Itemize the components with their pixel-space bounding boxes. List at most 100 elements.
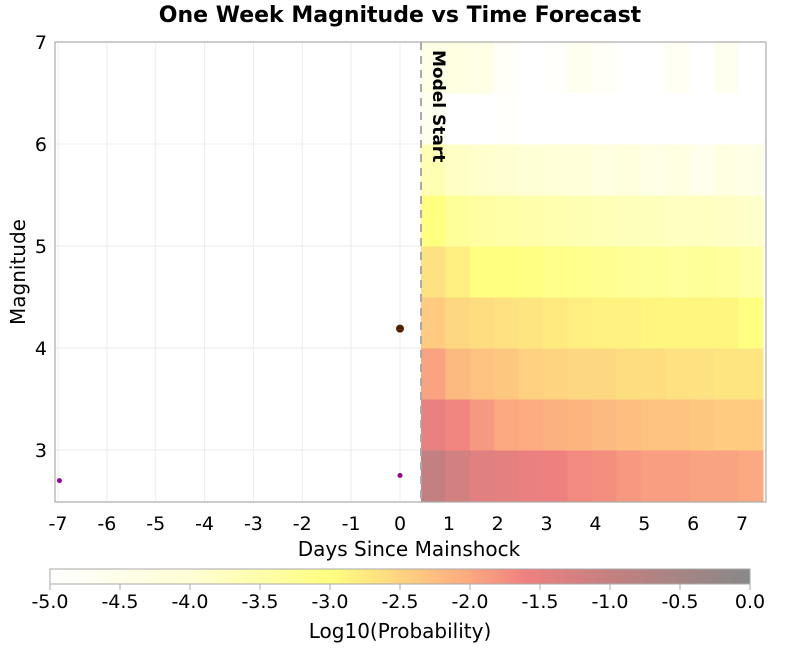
heatmap-cell (469, 348, 495, 400)
x-tick-label: 5 (638, 513, 650, 535)
heatmap-cell (445, 348, 471, 400)
heatmap-cell (665, 399, 691, 451)
event-point (56, 478, 62, 484)
heatmap-cell (469, 246, 495, 298)
heatmap-cell (616, 450, 642, 502)
heatmap-cell (616, 297, 642, 349)
heatmap-cell (640, 93, 666, 145)
heatmap-cell (714, 144, 740, 196)
heatmap-cell (738, 246, 764, 298)
x-axis-label: Days Since Mainshock (298, 537, 521, 561)
heatmap-cell (592, 42, 617, 94)
heatmap-cell (738, 42, 764, 94)
heatmap-cell (738, 195, 764, 247)
heatmap-cell (445, 42, 471, 94)
heatmap-cell (592, 195, 617, 247)
heatmap-cell (616, 42, 642, 94)
heatmap-cell (738, 348, 764, 400)
heatmap-cell (494, 348, 520, 400)
x-tick-label: 1 (443, 513, 455, 535)
heatmap-cell (665, 246, 691, 298)
heatmap-cell (640, 246, 666, 298)
model-start-label: Model Start (428, 50, 448, 162)
heatmap-cell (421, 399, 446, 451)
heatmap-cell (714, 42, 740, 94)
heatmap-cell (689, 297, 715, 349)
x-tick-label: -1 (342, 513, 361, 535)
colorbar-tick-label: -1.0 (591, 591, 628, 613)
heatmap-cell (738, 450, 764, 502)
heatmap-cell (665, 93, 691, 145)
y-tick-label: 7 (35, 32, 47, 54)
heatmap-cell (543, 42, 569, 94)
heatmap-cell (592, 144, 617, 196)
heatmap-cell (567, 246, 593, 298)
heatmap-cell (543, 348, 569, 400)
y-axis-label: Magnitude (6, 219, 30, 325)
x-tick-label: 6 (687, 513, 699, 535)
heatmap-cell (714, 348, 740, 400)
heatmap-cell (592, 246, 617, 298)
heatmap-cell (445, 450, 471, 502)
x-tick-label: 3 (541, 513, 553, 535)
heatmap-cell (518, 399, 544, 451)
heatmap-cell (689, 93, 715, 145)
heatmap-cell (592, 399, 617, 451)
heatmap-cell (714, 93, 740, 145)
heatmap-cell (421, 93, 446, 145)
heatmap-cell (469, 93, 495, 145)
x-tick-label: -2 (293, 513, 312, 535)
x-tick-label: -3 (244, 513, 263, 535)
y-tick-label: 5 (35, 236, 47, 258)
x-tick-label: 0 (394, 513, 406, 535)
heatmap-cell (567, 348, 593, 400)
heatmap-cell (469, 144, 495, 196)
heatmap-cell (665, 195, 691, 247)
heatmap-cell (689, 399, 715, 451)
x-tick-label: 2 (492, 513, 504, 535)
heatmap-cell (640, 144, 666, 196)
heatmap-cell (494, 42, 520, 94)
heatmap-cell (714, 246, 740, 298)
heatmap-cell (421, 195, 446, 247)
heatmap-cell (689, 246, 715, 298)
heatmap-cell (689, 42, 715, 94)
heatmap-cell (421, 42, 446, 94)
heatmap-cell (421, 450, 446, 502)
heatmap-cell (714, 450, 740, 502)
colorbar-tick-label: 0.0 (735, 591, 765, 613)
heatmap-cell (616, 399, 642, 451)
heatmap-cell (567, 297, 593, 349)
heatmap-cell (738, 93, 764, 145)
heatmap-cell (445, 93, 471, 145)
heatmap-cell (518, 93, 544, 145)
heatmap-cell (518, 195, 544, 247)
heatmap-cell (738, 399, 764, 451)
heatmap-cell (445, 144, 471, 196)
heatmap-cell (543, 195, 569, 247)
colorbar-tick-label: -2.0 (451, 591, 488, 613)
heatmap-cell (543, 399, 569, 451)
heatmap-cell (567, 450, 593, 502)
heatmap-cell (494, 195, 520, 247)
heatmap-cell (567, 399, 593, 451)
heatmap-cell (518, 297, 544, 349)
colorbar-tick-label: -4.0 (171, 591, 208, 613)
x-tick-label: -7 (49, 513, 68, 535)
heatmap-cell (543, 144, 569, 196)
heatmap-cell (445, 195, 471, 247)
x-tick-label: 4 (589, 513, 601, 535)
heatmap-cell (665, 450, 691, 502)
heatmap-cell (665, 144, 691, 196)
heatmap-cell (640, 195, 666, 247)
heatmap-cell (494, 144, 520, 196)
heatmap-cell (738, 144, 764, 196)
heatmap-cell (469, 450, 495, 502)
heatmap-cell (494, 399, 520, 451)
heatmap-cell (616, 195, 642, 247)
heatmap-cell (469, 399, 495, 451)
heatmap-cell (494, 246, 520, 298)
heatmap-cell (616, 348, 642, 400)
colorbar-label: Log10(Probability) (309, 619, 492, 643)
